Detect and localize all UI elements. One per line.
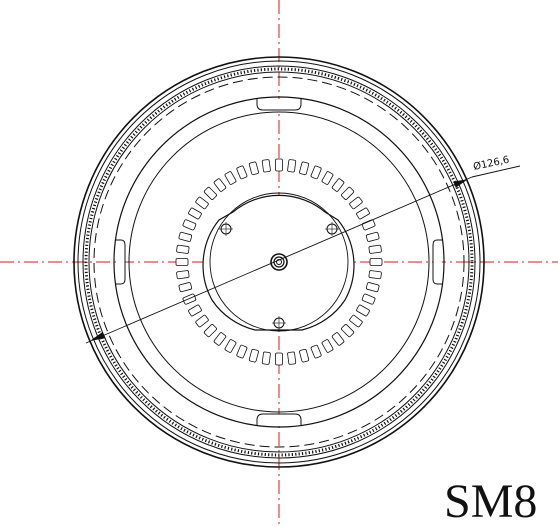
vent-slot xyxy=(349,196,363,210)
vent-slot xyxy=(369,258,383,266)
vent-slot xyxy=(175,258,189,266)
vent-slot xyxy=(261,159,271,173)
cover-circle xyxy=(113,96,445,428)
vent-slot xyxy=(188,207,202,220)
vent-slot xyxy=(248,161,259,176)
mounting-holes xyxy=(219,222,339,330)
mounting-plate-outline xyxy=(202,194,355,331)
vent-slot xyxy=(349,314,363,328)
vent-slot xyxy=(321,171,334,185)
vent-slot xyxy=(224,339,237,353)
vent-slot xyxy=(178,231,193,242)
dashed-inner-ring xyxy=(93,76,465,448)
vent-slot xyxy=(331,178,345,192)
bottom-tab xyxy=(256,413,302,425)
mounting-plate-circle xyxy=(209,192,349,332)
outer-rings xyxy=(73,56,485,468)
vent-slot xyxy=(188,304,202,317)
mounting-hole-bottom xyxy=(272,316,286,330)
vent-slot xyxy=(178,282,193,293)
mounting-hole-right xyxy=(325,222,339,236)
vent-slot xyxy=(331,332,345,346)
vent-slot xyxy=(182,219,197,231)
vent-slot xyxy=(365,231,380,242)
vent-slot xyxy=(176,244,190,254)
vent-slot xyxy=(321,339,334,353)
vent-slot xyxy=(368,244,382,254)
top-tab xyxy=(256,99,302,111)
dimension-leader xyxy=(471,165,521,178)
vent-slot xyxy=(203,186,217,200)
vent-slot xyxy=(310,165,322,180)
mounting-hole-left xyxy=(219,222,233,236)
vent-slot xyxy=(356,304,370,317)
vent-slot xyxy=(275,352,283,366)
vent-slot xyxy=(299,348,310,363)
outer-edge-inner-circle xyxy=(77,60,481,464)
vent-slot-ring xyxy=(175,158,383,366)
vent-slot xyxy=(213,178,227,192)
vent-slot xyxy=(195,314,209,328)
vent-slot xyxy=(203,324,217,338)
vent-slot xyxy=(213,332,227,346)
outer-edge-circle xyxy=(73,56,485,468)
cover-inner-circle xyxy=(128,111,430,413)
bead-ring-outer xyxy=(82,65,476,459)
left-tab xyxy=(116,239,126,285)
vent-slot xyxy=(365,282,380,293)
bead-ring-inner xyxy=(88,71,470,453)
dimension-arrow-right xyxy=(453,179,467,188)
vent-slot xyxy=(248,348,259,363)
dimension-line xyxy=(85,176,473,344)
vent-slot xyxy=(236,165,248,180)
hub-inner xyxy=(276,259,282,265)
right-tab xyxy=(432,239,442,285)
mounting-plate xyxy=(202,192,355,332)
vent-slot xyxy=(176,270,190,280)
vent-slot xyxy=(195,196,209,210)
hub-outer xyxy=(270,253,288,271)
model-label: SM8 xyxy=(444,475,538,527)
cover-tabs xyxy=(116,99,442,425)
vent-slot xyxy=(182,293,197,305)
vent-slot xyxy=(287,159,297,173)
vent-slot xyxy=(310,344,322,359)
vent-slot xyxy=(287,351,297,365)
vent-slot xyxy=(236,344,248,359)
vent-slot xyxy=(224,171,237,185)
vent-slot xyxy=(341,186,355,200)
vent-slot xyxy=(368,270,382,280)
vent-slot xyxy=(361,293,376,305)
vent-slot xyxy=(299,161,310,176)
dimension-label: Ø126,6 xyxy=(472,154,510,173)
vent-slot xyxy=(341,324,355,338)
vent-slot xyxy=(261,351,271,365)
vent-slot xyxy=(275,158,283,172)
dimension-arrow-left xyxy=(91,332,105,341)
bead-ring xyxy=(84,67,474,457)
vent-slot xyxy=(356,207,370,220)
